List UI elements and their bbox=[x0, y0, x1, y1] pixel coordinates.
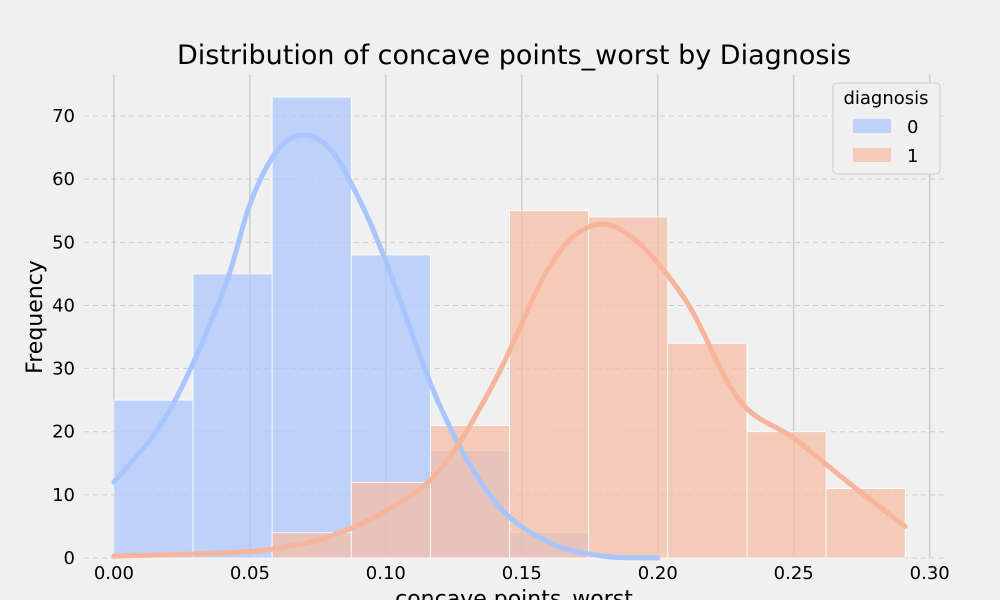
legend-swatch-1 bbox=[853, 148, 891, 162]
histogram-bar-0 bbox=[192, 273, 273, 559]
histogram-bar-1 bbox=[430, 425, 510, 559]
kde-curve-0 bbox=[111, 132, 661, 561]
legend-swatch-0 bbox=[853, 119, 891, 133]
y-axis-label: Frequency bbox=[23, 260, 48, 374]
y-tick-label: 40 bbox=[52, 295, 75, 316]
x-tick-label: 0.25 bbox=[774, 563, 814, 584]
legend-title: diagnosis bbox=[843, 88, 928, 109]
x-tick-label: 0.20 bbox=[638, 563, 678, 584]
y-tick-label: 50 bbox=[52, 232, 75, 253]
histogram-bar-1 bbox=[746, 431, 827, 559]
y-tick-label: 30 bbox=[52, 359, 75, 380]
legend-label-1: 1 bbox=[907, 146, 918, 167]
y-tick-label: 60 bbox=[52, 169, 75, 190]
kde-curve-1 bbox=[111, 221, 908, 559]
histogram-bars bbox=[113, 96, 906, 559]
x-tick-label: 0.00 bbox=[94, 563, 134, 584]
y-tick-label: 0 bbox=[64, 548, 75, 569]
x-tick-label: 0.30 bbox=[910, 563, 950, 584]
kde-curves bbox=[111, 132, 908, 561]
x-axis-label: concave points_worst bbox=[395, 587, 633, 600]
legend-label-0: 0 bbox=[907, 117, 918, 138]
tick-labels: 0.00 0.05 0.10 0.15 0.20 0.25 0.30010203040506… bbox=[52, 106, 950, 584]
y-tick-label: 20 bbox=[52, 422, 75, 443]
x-tick-label: 0.15 bbox=[502, 563, 542, 584]
histogram-bar-1 bbox=[588, 216, 669, 559]
x-tick-label: 0.05 bbox=[230, 563, 270, 584]
histogram-bar-1 bbox=[667, 342, 748, 559]
legend: diagnosis 0 1 bbox=[832, 82, 941, 175]
chart-title: Distribution of concave points_worst by … bbox=[177, 40, 851, 71]
y-tick-label: 10 bbox=[52, 485, 75, 506]
histogram-bar-0 bbox=[113, 399, 194, 559]
x-tick-label: 0.10 bbox=[366, 563, 406, 584]
histogram-bar-1 bbox=[825, 488, 906, 559]
y-tick-label: 70 bbox=[52, 106, 75, 127]
histogram-bar-1 bbox=[350, 481, 431, 559]
